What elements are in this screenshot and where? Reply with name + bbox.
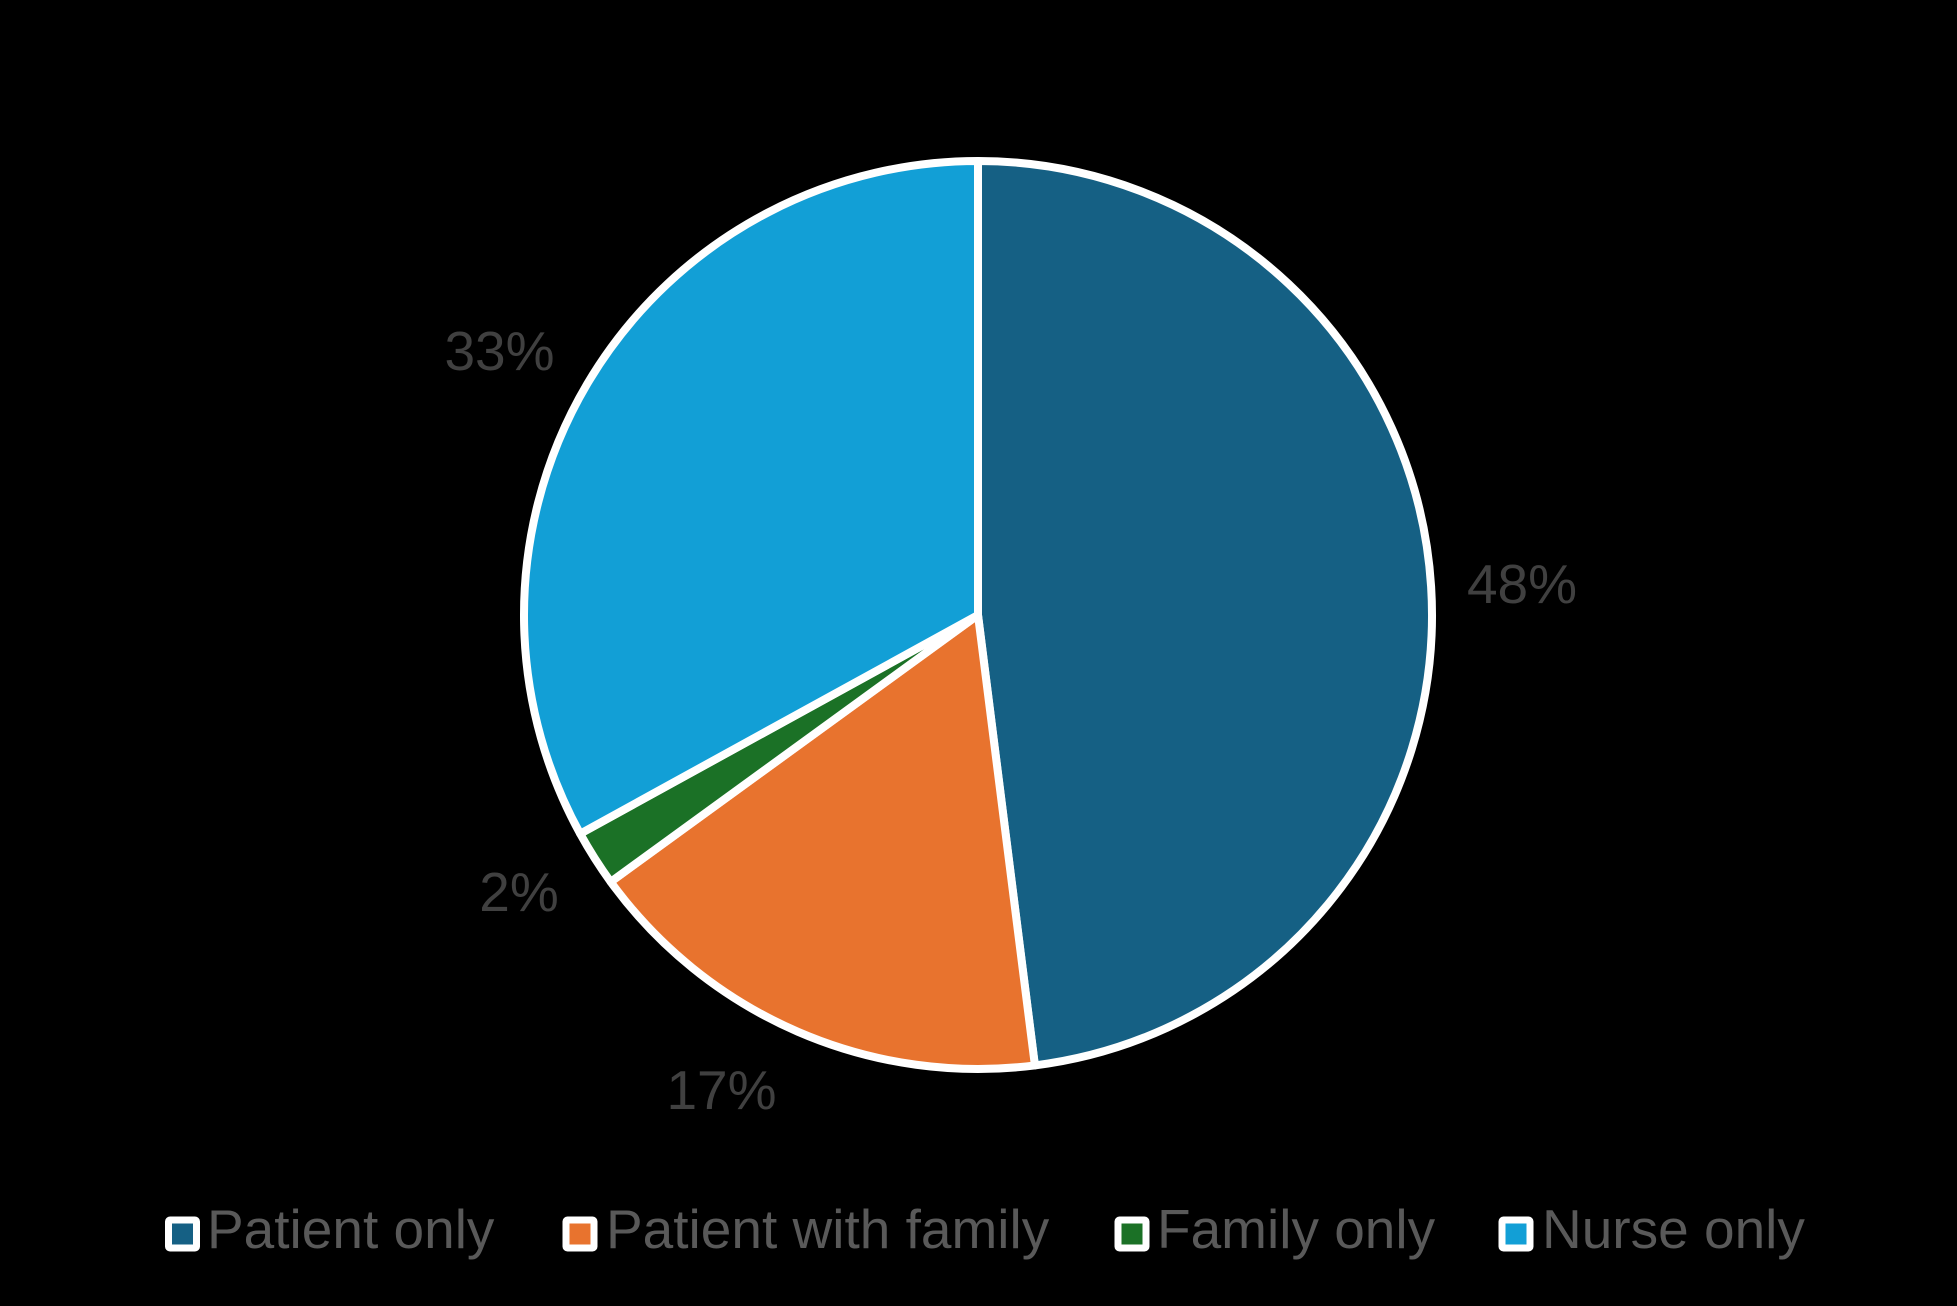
svg-text:Patient only: Patient only xyxy=(207,1198,495,1260)
svg-text:Family only: Family only xyxy=(1157,1198,1436,1260)
svg-text:17%: 17% xyxy=(666,1059,776,1121)
svg-text:33%: 33% xyxy=(444,320,554,382)
svg-text:Patient with family: Patient with family xyxy=(606,1198,1050,1260)
svg-text:Nurse only: Nurse only xyxy=(1542,1198,1805,1260)
svg-text:48%: 48% xyxy=(1467,553,1577,615)
svg-text:2%: 2% xyxy=(479,861,559,923)
